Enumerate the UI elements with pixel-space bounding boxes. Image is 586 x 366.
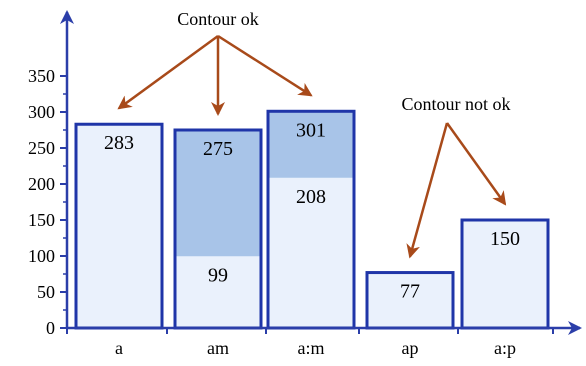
y-tick-label-50: 50 <box>37 282 55 302</box>
annotation-arrow-a-p <box>445 122 507 206</box>
annotation-contour-ok: Contour ok <box>177 9 259 29</box>
bar-a-p <box>462 220 548 328</box>
data-label-am-275: 275 <box>203 138 233 160</box>
x-tick-label-a-m: a:m <box>298 338 325 358</box>
annotation-arrow-a <box>117 34 219 110</box>
bar-lower-segment-am <box>175 256 261 328</box>
data-label-ap-77: 77 <box>400 281 420 303</box>
y-tick-label-150: 150 <box>28 210 55 230</box>
bar-ap <box>367 272 453 328</box>
bar-upper-segment-am <box>175 130 261 257</box>
bar-a <box>76 124 162 329</box>
x-tick-label-a-p: a:p <box>494 338 516 358</box>
data-label-a-m-301: 301 <box>296 119 326 141</box>
x-tick-label-am: am <box>207 338 229 358</box>
annotation-arrow-a-m <box>217 34 313 97</box>
data-label-a-283: 283 <box>104 132 134 154</box>
y-tick-label-250: 250 <box>28 138 55 158</box>
y-tick-label-300: 300 <box>28 102 55 122</box>
x-tick-label-ap: ap <box>402 338 419 358</box>
annotation-arrow-ap <box>406 122 449 259</box>
annotation-contour-not-ok: Contour not ok <box>401 94 510 114</box>
data-label-am-99: 99 <box>208 265 228 287</box>
y-tick-label-100: 100 <box>28 246 55 266</box>
bar-lower-segment-a-m <box>268 178 354 328</box>
y-tick-label-200: 200 <box>28 174 55 194</box>
data-label-a-m-208: 208 <box>296 186 326 208</box>
x-tick-label-a: a <box>115 338 123 358</box>
data-label-a-p-150: 150 <box>490 228 520 250</box>
y-tick-label-0: 0 <box>46 318 55 338</box>
y-tick-label-350: 350 <box>28 66 55 86</box>
bar-upper-segment-a-m <box>268 111 354 179</box>
